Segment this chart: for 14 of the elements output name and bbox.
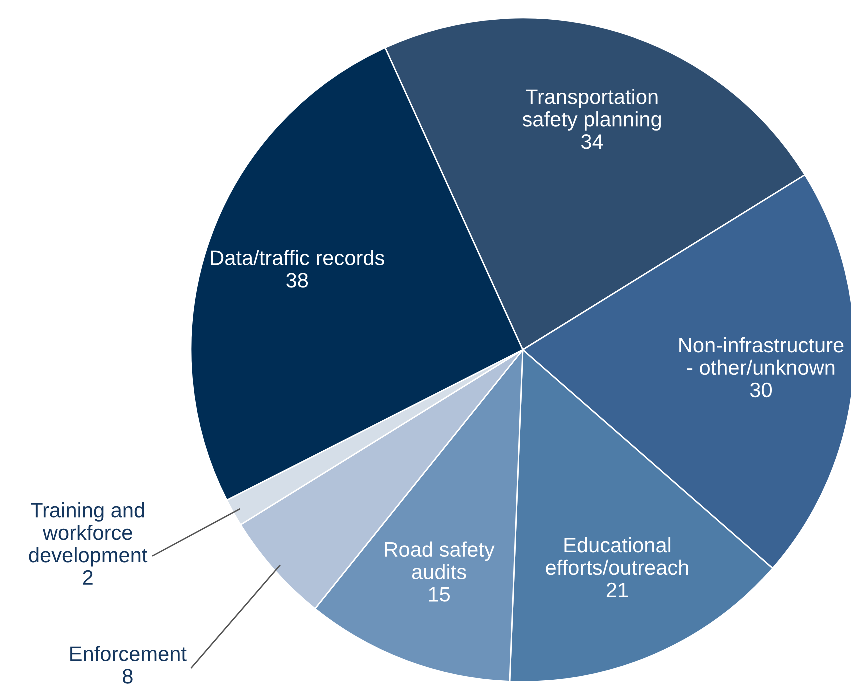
slice-label: Road safety audits — [385, 542, 495, 580]
data-label: 34 — [582, 134, 604, 150]
data-label: 30 — [750, 382, 772, 398]
slice-label: Transportation safety planning — [522, 89, 662, 131]
data-label: 15 — [429, 587, 450, 602]
slice-label: Non-infrastructure - other/unknown — [680, 337, 844, 376]
data-label: 8 — [123, 669, 133, 684]
data-label: 2 — [83, 570, 93, 585]
slice-label: Educational efforts/outreach — [546, 537, 688, 576]
slice-label: Enforcement — [70, 646, 187, 662]
slice-label: Training and workforce development — [29, 502, 148, 567]
slice-label: Data/traffic records — [211, 250, 384, 266]
data-label: 38 — [286, 273, 308, 288]
data-label: 21 — [606, 582, 628, 598]
